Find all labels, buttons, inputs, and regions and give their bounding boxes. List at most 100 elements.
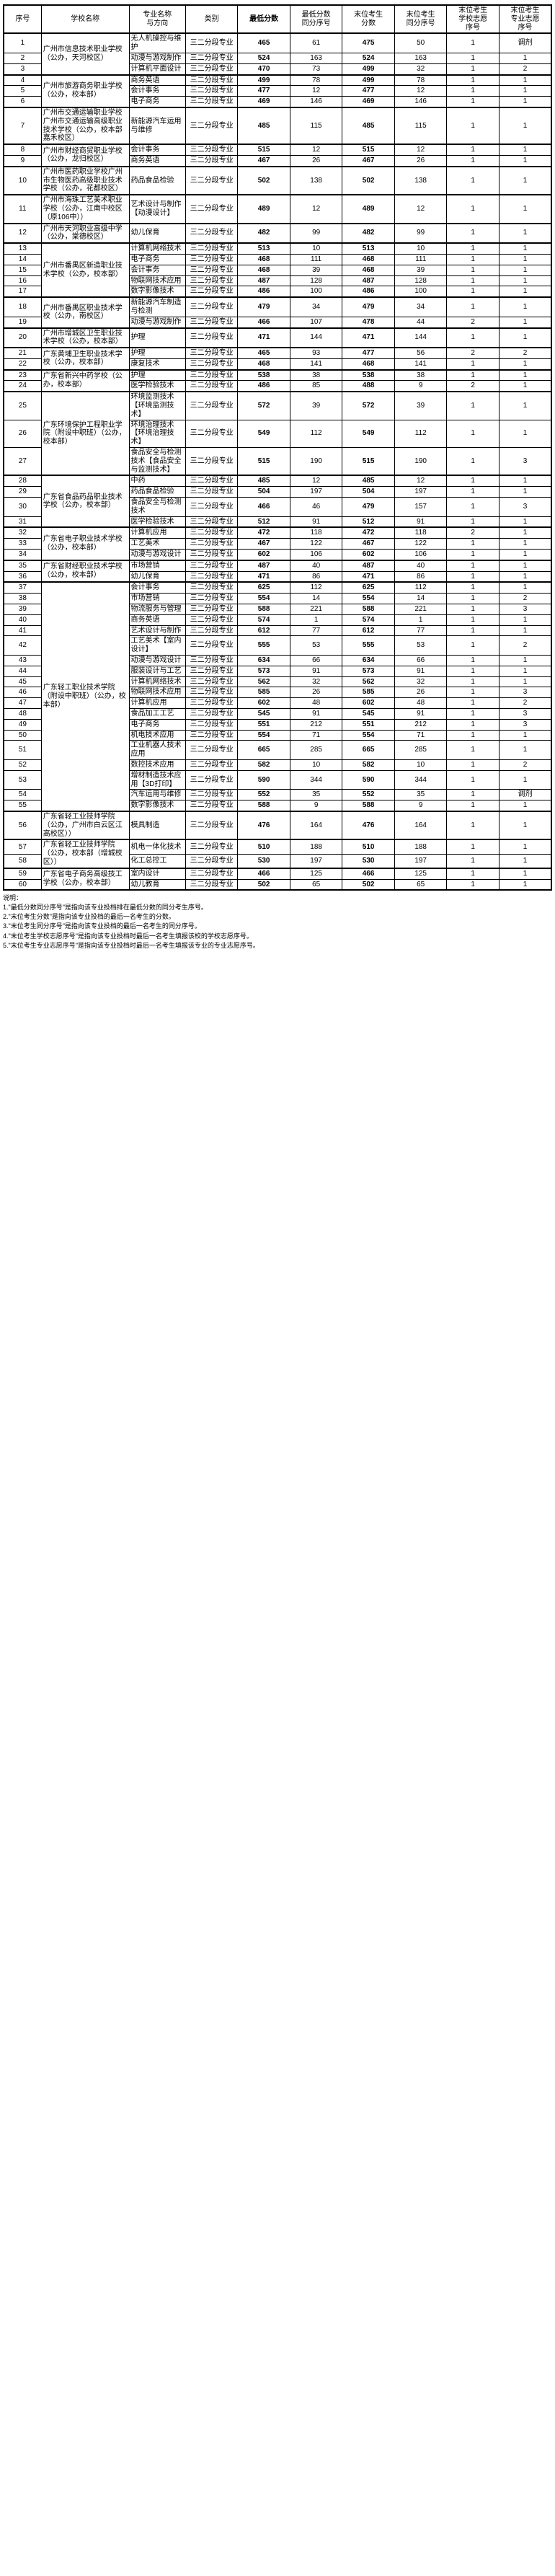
last-score: 588	[342, 800, 395, 812]
major-name: 康复技术	[128, 358, 186, 371]
min-score: 524	[237, 52, 290, 64]
min-score: 549	[237, 419, 290, 449]
min-score: 465	[237, 32, 290, 53]
last-score-rank: 56	[394, 347, 448, 359]
last-score-rank: 163	[394, 52, 448, 64]
table-row: 40 商务英语 三二分段专业 574 1 574 1 1 1	[3, 614, 552, 626]
header-major-vol-line1: 末位考生	[510, 6, 540, 14]
last-score: 573	[342, 665, 395, 677]
major-volunteer-order: 1	[498, 222, 552, 244]
min-score-rank: 78	[289, 74, 343, 87]
category: 三二分段专业	[185, 96, 239, 108]
school-volunteer-order: 2	[446, 316, 500, 329]
min-score-rank: 1	[289, 614, 343, 626]
table-row: 11 广州市海珠工艺美术职业学校（公办，江南中校区（原106中）） 艺术设计与制作【…	[3, 194, 552, 224]
school-volunteer-order: 1	[446, 194, 500, 224]
school-volunteer-order: 1	[446, 759, 500, 771]
table-header: 序号 学校名称 专业名称 与方向 类别 最低分数 最低分数 同分序号 末位考生 …	[3, 4, 552, 34]
last-score-rank: 39	[394, 264, 448, 276]
major-volunteer-order: 1	[498, 549, 552, 561]
category: 三二分段专业	[185, 526, 239, 539]
major-volunteer-order: 1	[498, 878, 552, 891]
category: 三二分段专业	[185, 63, 239, 76]
footer-note-lines: 1."最低分数同分序号"是指向该专业投档排在最低分数的同分考生序号。 2."末位考…	[3, 903, 552, 950]
category: 三二分段专业	[185, 878, 239, 891]
table-row: 34 动漫与游戏设计 三二分段专业 602 106 602 106 1 1	[3, 549, 552, 561]
row-index: 36	[3, 570, 42, 583]
last-score: 468	[342, 264, 395, 276]
category: 三二分段专业	[185, 358, 239, 371]
row-index: 4	[3, 74, 42, 87]
header-last-rank-line2: 同分序号	[406, 19, 435, 27]
last-score: 479	[342, 296, 395, 317]
school-volunteer-order: 1	[446, 96, 500, 108]
min-score: 465	[237, 347, 290, 359]
major-volunteer-order: 1	[498, 570, 552, 583]
category: 三二分段专业	[185, 316, 239, 329]
major-name: 动漫与游戏设计	[128, 549, 186, 561]
row-index: 6	[3, 96, 42, 108]
min-score: 588	[237, 604, 290, 615]
row-index: 54	[3, 789, 42, 801]
category: 三二分段专业	[185, 614, 239, 626]
major-volunteer-order: 1	[498, 52, 552, 64]
category: 三二分段专业	[185, 810, 239, 840]
school-name: 广东省食品药品职业技术学校（公办，校本部）	[40, 475, 130, 528]
category: 三二分段专业	[185, 570, 239, 583]
school-volunteer-order: 1	[446, 559, 500, 572]
min-score-rank: 163	[289, 52, 343, 64]
last-score-rank: 32	[394, 676, 448, 688]
min-score: 487	[237, 275, 290, 287]
school-volunteer-order: 1	[446, 635, 500, 656]
last-score: 468	[342, 253, 395, 265]
last-score-rank: 66	[394, 655, 448, 666]
row-index: 8	[3, 144, 42, 156]
min-score-rank: 12	[289, 144, 343, 156]
school-volunteer-order: 1	[446, 769, 500, 790]
header-row: 序号 学校名称 专业名称 与方向 类别 最低分数 最低分数 同分序号 末位考生 …	[3, 4, 552, 34]
school-volunteer-order: 1	[446, 839, 500, 855]
table-row: 46 物联网技术应用 三二分段专业 585 26 585 26 1 3	[3, 687, 552, 699]
table-row: 50 机电技术应用 三二分段专业 554 71 554 71 1 1	[3, 729, 552, 741]
table-row: 17 数字影像技术 三二分段专业 486 100 486 100 1 1	[3, 286, 552, 298]
category: 三二分段专业	[185, 32, 239, 53]
school-volunteer-order: 1	[446, 327, 500, 348]
min-score-rank: 66	[289, 655, 343, 666]
table-row: 13 广州市番禺区新造职业技术学校（公办，校本部） 计算机网络技术 三二分段专业 513…	[3, 242, 552, 298]
table-row: 24 医学检验技术 三二分段专业 486 85 488 9 2 1	[3, 380, 552, 392]
last-score-rank: 40	[394, 559, 448, 572]
school-volunteer-order: 1	[446, 810, 500, 840]
last-score-rank: 190	[394, 447, 448, 476]
last-score-rank: 111	[394, 253, 448, 265]
category: 三二分段专业	[185, 52, 239, 64]
school-volunteer-order: 1	[446, 63, 500, 76]
major-name: 物流服务与管理	[128, 604, 186, 615]
min-score: 466	[237, 867, 290, 880]
school-volunteer-order: 1	[446, 296, 500, 317]
school-volunteer-order: 1	[446, 593, 500, 605]
min-score-rank: 144	[289, 327, 343, 348]
min-score-rank: 26	[289, 154, 343, 167]
last-score: 512	[342, 516, 395, 528]
last-score: 554	[342, 593, 395, 605]
last-score-rank: 53	[394, 635, 448, 656]
major-name: 药品食品检验	[128, 486, 186, 498]
major-volunteer-order: 1	[498, 810, 552, 840]
min-score-rank: 93	[289, 347, 343, 359]
last-score: 475	[342, 32, 395, 53]
header-school: 学校名称	[40, 4, 130, 34]
row-index: 42	[3, 635, 42, 656]
min-score-rank: 107	[289, 316, 343, 329]
min-score: 515	[237, 447, 290, 476]
school-volunteer-order: 1	[446, 604, 500, 615]
school-name: 广州市信息技术职业学校（公办，天河校区）	[40, 32, 130, 76]
row-index: 43	[3, 655, 42, 666]
major-name: 增材制造技术应用【3D打印】	[128, 769, 186, 790]
last-score-rank: 221	[394, 604, 448, 615]
major-volunteer-order: 1	[498, 74, 552, 87]
major-volunteer-order: 1	[498, 729, 552, 741]
header-category: 类别	[185, 4, 239, 34]
category: 三二分段专业	[185, 549, 239, 561]
major-name: 艺术设计与制作	[128, 625, 186, 637]
row-index: 10	[3, 165, 42, 195]
